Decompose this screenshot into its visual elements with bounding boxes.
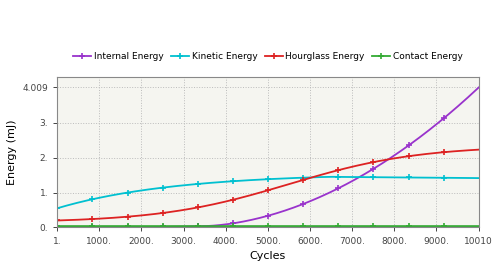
- Contact Energy: [476, 225, 482, 228]
- Contact Energy: [422, 225, 428, 228]
- Internal Energy: [234, 221, 240, 224]
- Hourglass Energy: [128, 215, 134, 218]
- Kinetic Energy: [128, 191, 134, 194]
- Kinetic Energy: [422, 176, 428, 179]
- X-axis label: Cycles: Cycles: [250, 251, 286, 261]
- Y-axis label: Energy (mJ): Energy (mJ): [7, 120, 17, 185]
- Contact Energy: [54, 225, 60, 228]
- Internal Energy: [102, 226, 108, 229]
- Kinetic Energy: [54, 207, 60, 210]
- Line: Kinetic Energy: Kinetic Energy: [54, 174, 482, 211]
- Kinetic Energy: [234, 179, 240, 183]
- Legend: Internal Energy, Kinetic Energy, Hourglass Energy, Contact Energy: Internal Energy, Kinetic Energy, Hourgla…: [70, 49, 466, 65]
- Internal Energy: [468, 94, 473, 97]
- Hourglass Energy: [54, 219, 60, 222]
- Contact Energy: [128, 225, 134, 228]
- Hourglass Energy: [234, 197, 240, 200]
- Contact Energy: [234, 225, 240, 228]
- Internal Energy: [216, 224, 222, 227]
- Hourglass Energy: [102, 217, 108, 220]
- Kinetic Energy: [328, 175, 334, 178]
- Hourglass Energy: [468, 148, 473, 152]
- Contact Energy: [216, 225, 222, 228]
- Internal Energy: [476, 86, 482, 89]
- Kinetic Energy: [216, 181, 222, 184]
- Contact Energy: [102, 225, 108, 228]
- Contact Energy: [468, 225, 473, 228]
- Internal Energy: [128, 226, 134, 229]
- Line: Hourglass Energy: Hourglass Energy: [54, 147, 482, 223]
- Kinetic Energy: [476, 177, 482, 180]
- Line: Internal Energy: Internal Energy: [54, 85, 482, 230]
- Internal Energy: [54, 226, 60, 229]
- Hourglass Energy: [216, 202, 222, 205]
- Internal Energy: [422, 132, 428, 135]
- Hourglass Energy: [422, 152, 428, 156]
- Hourglass Energy: [476, 148, 482, 151]
- Line: Contact Energy: Contact Energy: [54, 223, 482, 229]
- Kinetic Energy: [468, 176, 473, 180]
- Kinetic Energy: [102, 195, 108, 198]
